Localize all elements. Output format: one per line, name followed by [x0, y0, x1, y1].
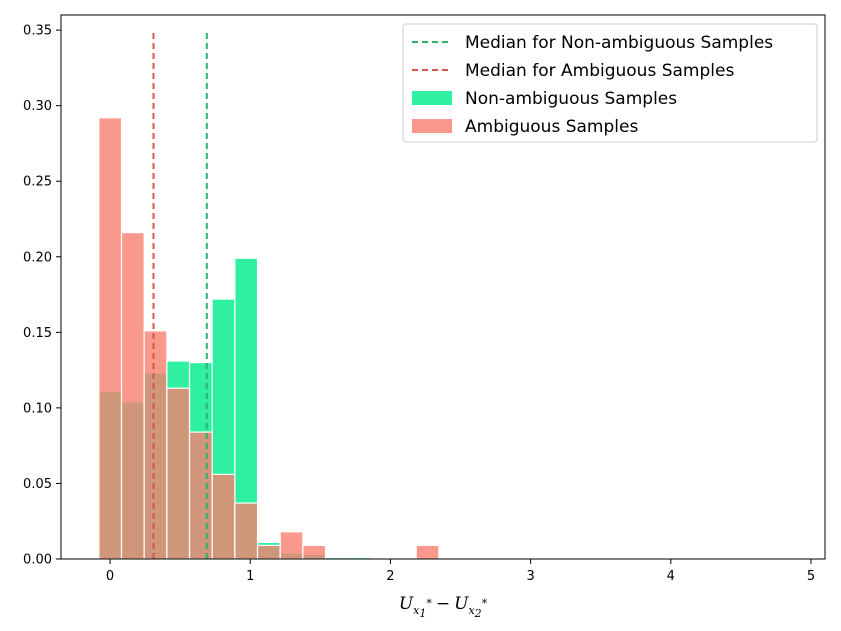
- ambiguous-bar-1: [120, 232, 145, 560]
- x-tick-label-4: 4: [667, 569, 675, 584]
- x-tick-label-2: 2: [386, 569, 394, 584]
- y-tick-label-7: 0.35: [23, 24, 52, 39]
- x-label-star2: *: [482, 597, 488, 610]
- x-label-x1: x: [413, 604, 420, 617]
- median-lines: [152, 30, 208, 559]
- x-label-star1: *: [426, 597, 432, 610]
- ambiguous-bar-6: [234, 502, 259, 560]
- x-label-sub2: 2: [474, 607, 482, 620]
- y-tick-label-3: 0.15: [23, 326, 52, 341]
- y-tick-label-0: 0.00: [23, 553, 52, 568]
- y-tick-label-6: 0.30: [23, 99, 52, 114]
- ambiguous-bar-3: [166, 387, 191, 560]
- legend-label-amb: Ambiguous Samples: [465, 117, 638, 137]
- legend-label-median-amb: Median for Ambiguous Samples: [465, 61, 734, 81]
- ambiguous-bar-2: [143, 330, 168, 560]
- ambiguous-bar-14: [415, 544, 440, 560]
- x-tick-label-3: 3: [526, 569, 534, 584]
- x-tick-label-1: 1: [246, 569, 254, 584]
- x-label-minus: −: [436, 594, 450, 614]
- legend-swatch-nonamb: [412, 91, 452, 105]
- x-tick-label-0: 0: [106, 569, 114, 584]
- x-axis-label: Ux1* − Ux2*: [399, 594, 488, 620]
- y-tick-label-4: 0.20: [23, 250, 52, 265]
- y-tick-label-2: 0.10: [23, 401, 52, 416]
- y-tick-label-1: 0.05: [23, 477, 52, 492]
- ambiguous-bar-7: [256, 544, 281, 560]
- x-tick-label-5: 5: [807, 569, 815, 584]
- ambiguous-bar-4: [188, 431, 213, 560]
- legend: Median for Non-ambiguous Samples Median …: [402, 23, 818, 143]
- x-label-sub1: 1: [419, 607, 426, 620]
- ambiguous-bar-9: [302, 544, 327, 560]
- legend-label-nonamb: Non-ambiguous Samples: [465, 89, 677, 109]
- legend-swatch-amb: [412, 119, 452, 133]
- x-label-u1: U: [399, 594, 414, 614]
- legend-box: [402, 23, 818, 143]
- ambiguous-bars: [98, 117, 440, 560]
- legend-label-median-nonamb: Median for Non-ambiguous Samples: [465, 33, 773, 53]
- x-label-x2: x: [468, 604, 475, 617]
- x-label-u2: U: [454, 594, 469, 614]
- y-tick-label-5: 0.25: [23, 175, 52, 190]
- ambiguous-bar-8: [279, 531, 304, 560]
- plot-area-frame: [60, 14, 826, 560]
- y-axis-ticks: 0.00 0.05 0.10 0.15 0.20 0.25 0.30 0.35: [23, 24, 61, 568]
- ambiguous-bar-0: [98, 117, 123, 560]
- x-axis-ticks: 0 1 2 3 4 5: [106, 559, 815, 584]
- ambiguous-bar-5: [211, 473, 236, 560]
